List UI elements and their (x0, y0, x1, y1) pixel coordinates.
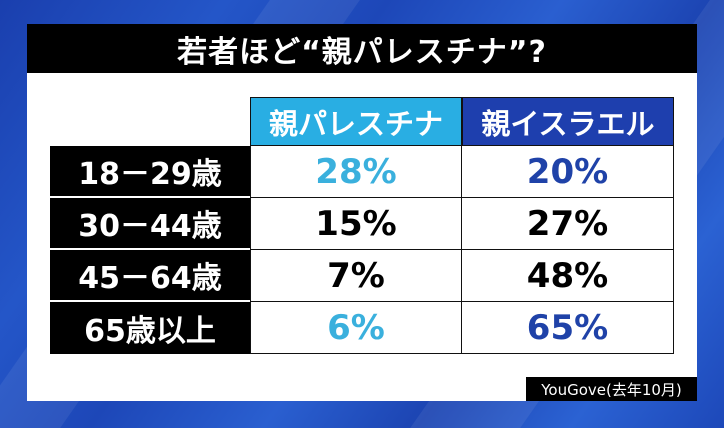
table-row: 65歳以上 6% 65% (50, 302, 674, 354)
table-row: 30－44歳 15% 27% (50, 198, 674, 250)
table-row: 45－64歳 7% 48% (50, 250, 674, 302)
row-label: 65歳以上 (50, 302, 250, 354)
row-label: 30－44歳 (50, 198, 250, 250)
value-cell: 27% (462, 198, 674, 250)
source-text: YouGove(去年10月) (541, 380, 682, 399)
value-cell: 48% (462, 250, 674, 302)
value-cell: 65% (462, 302, 674, 354)
table-row: 18－29歳 28% 20% (50, 146, 674, 198)
column-header-pro-israel: 親イスラエル (462, 97, 674, 146)
value-cell: 6% (250, 302, 462, 354)
value-cell: 20% (462, 146, 674, 198)
row-label: 45－64歳 (50, 250, 250, 302)
value-cell: 15% (250, 198, 462, 250)
column-header-label: 親パレスチナ (268, 106, 443, 141)
column-header-pro-palestine: 親パレスチナ (250, 97, 462, 146)
source-label: YouGove(去年10月) (526, 377, 697, 401)
title-text: 若者ほど“親パレスチナ”? (177, 34, 547, 70)
column-header-label: 親イスラエル (481, 106, 655, 141)
page-title: 若者ほど“親パレスチナ”? (27, 24, 697, 73)
value-cell: 7% (250, 250, 462, 302)
row-label: 18－29歳 (50, 146, 250, 198)
value-cell: 28% (250, 146, 462, 198)
